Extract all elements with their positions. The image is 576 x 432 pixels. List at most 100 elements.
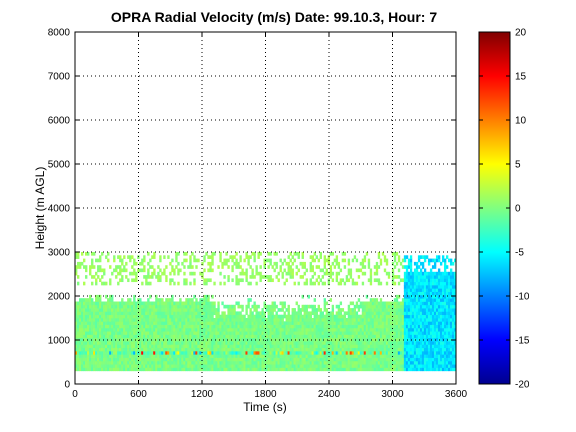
heatmap-cell (357, 298, 361, 302)
heatmap-cell (245, 337, 248, 342)
heatmap-cell (331, 278, 335, 283)
heatmap-cell (387, 344, 391, 349)
heatmap-cell (379, 337, 383, 342)
heatmap-cell (191, 344, 194, 349)
heatmap-cell (275, 367, 278, 372)
heatmap-cell (381, 344, 385, 349)
heatmap-cell (313, 327, 316, 332)
heatmap-cell (161, 364, 164, 368)
heatmap-cell (449, 314, 453, 319)
heatmap-cell (361, 311, 365, 316)
heatmap-cell (175, 311, 178, 316)
heatmap-cell (409, 271, 413, 276)
heatmap-cell (367, 278, 371, 283)
heatmap-cell (331, 354, 335, 358)
heatmap-cell (123, 268, 126, 273)
heatmap-cell (327, 344, 331, 349)
heatmap-cell (343, 367, 347, 372)
heatmap-cell (251, 327, 254, 332)
heatmap-cell (189, 364, 192, 368)
heatmap-cell (401, 360, 405, 365)
heatmap-cell (379, 334, 383, 339)
heatmap-cell (99, 255, 102, 259)
heatmap-cell (157, 301, 160, 306)
heatmap-cell (445, 324, 449, 329)
heatmap-cell (445, 327, 449, 332)
heatmap-cell (127, 321, 130, 325)
heatmap-cell (337, 271, 341, 276)
heatmap-cell (345, 364, 349, 368)
heatmap-cell (197, 301, 200, 306)
heatmap-cell (421, 261, 425, 266)
heatmap-cell (165, 357, 168, 362)
heatmap-cell (383, 337, 387, 342)
heatmap-cell (417, 354, 421, 358)
heatmap-cell (419, 255, 423, 259)
heatmap-cell (205, 308, 208, 312)
heatmap-cell (181, 308, 184, 312)
heatmap-cell (181, 360, 184, 365)
heatmap-cell (117, 364, 120, 368)
heatmap-cell (105, 364, 108, 368)
heatmap-cell (433, 288, 437, 292)
heatmap-cell (299, 331, 302, 335)
heatmap-cell (291, 334, 294, 339)
heatmap-cell (325, 357, 329, 362)
heatmap-cell (431, 347, 435, 352)
heatmap-cell (79, 311, 82, 316)
heatmap-cell (427, 308, 431, 312)
heatmap-cell (287, 318, 290, 322)
heatmap-cell (421, 308, 425, 312)
heatmap-cell (253, 364, 256, 368)
heatmap-cell (359, 367, 363, 372)
heatmap-cell (171, 344, 174, 349)
heatmap-cell (253, 357, 256, 362)
heatmap-cell (325, 367, 329, 372)
heatmap-cell (87, 331, 90, 335)
heatmap-cell (155, 311, 158, 316)
heatmap-cell (199, 318, 202, 322)
heatmap-cell (169, 314, 172, 319)
heatmap-cell (397, 311, 401, 316)
heatmap-cell (279, 314, 282, 319)
heatmap-cell (317, 275, 320, 279)
heatmap-cell (95, 318, 98, 322)
heatmap-cell (329, 327, 333, 332)
heatmap-cell (445, 344, 449, 349)
heatmap-cell (177, 337, 180, 342)
heatmap-cell (415, 304, 419, 309)
heatmap-cell (159, 298, 162, 302)
heatmap-cell (179, 301, 182, 306)
heatmap-cell (415, 271, 419, 276)
heatmap-cell (301, 308, 304, 312)
heatmap-cell (235, 341, 238, 345)
heatmap-cell (147, 344, 150, 349)
heatmap-cell (351, 311, 355, 316)
heatmap-cell (149, 311, 152, 316)
heatmap-cell (113, 304, 116, 309)
heatmap-cell (417, 351, 421, 355)
heatmap-cell (441, 354, 445, 358)
heatmap-cell (251, 268, 254, 273)
heatmap-cell (189, 334, 192, 339)
heatmap-cell (381, 364, 385, 368)
heatmap-cell (97, 298, 100, 302)
heatmap-cell (225, 314, 228, 319)
heatmap-cell (133, 357, 136, 362)
heatmap-cell (371, 360, 375, 365)
heatmap-cell (113, 367, 116, 372)
heatmap-cell (347, 321, 351, 325)
heatmap-cell (449, 261, 453, 266)
heatmap-cell (139, 318, 142, 322)
heatmap-cell (417, 278, 421, 283)
heatmap-cell (163, 308, 166, 312)
heatmap-cell (179, 298, 182, 302)
heatmap-cell (431, 285, 435, 289)
heatmap-cell (415, 265, 419, 269)
heatmap-cell (433, 301, 437, 306)
heatmap-cell (421, 294, 425, 299)
heatmap-cell (127, 331, 130, 335)
heatmap-cell (157, 357, 160, 362)
heatmap-cell (209, 341, 212, 345)
heatmap-cell (169, 364, 172, 368)
